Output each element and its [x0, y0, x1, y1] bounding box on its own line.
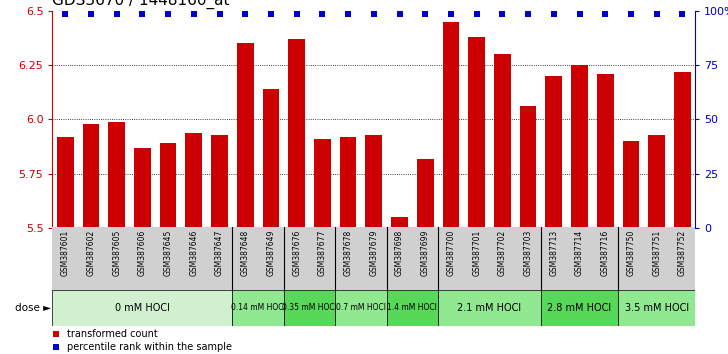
Text: GSM387679: GSM387679 [369, 230, 379, 276]
Bar [622, 141, 639, 228]
Text: 2.8 mM HOCl: 2.8 mM HOCl [547, 303, 612, 313]
Text: GSM387714: GSM387714 [575, 230, 584, 276]
Bar [387, 290, 438, 326]
Bar [340, 137, 357, 228]
Text: GSM387601: GSM387601 [60, 230, 70, 276]
Text: 3.5 mM HOCl: 3.5 mM HOCl [625, 303, 689, 313]
Text: GSM387699: GSM387699 [421, 230, 430, 276]
Text: GSM387678: GSM387678 [344, 230, 352, 276]
Text: GSM387701: GSM387701 [472, 230, 481, 276]
Bar [541, 290, 618, 326]
Bar [468, 37, 485, 228]
Bar [186, 132, 202, 228]
Bar [674, 72, 691, 228]
Bar [336, 290, 387, 326]
Bar [232, 290, 284, 326]
Text: 0 mM HOCl: 0 mM HOCl [115, 303, 170, 313]
Bar [284, 290, 336, 326]
Bar [520, 107, 537, 228]
Text: GSM387713: GSM387713 [550, 230, 558, 276]
Bar [494, 54, 511, 228]
Text: GDS3670 / 1448160_at: GDS3670 / 1448160_at [52, 0, 230, 9]
Bar [314, 139, 331, 228]
Text: 2.1 mM HOCl: 2.1 mM HOCl [457, 303, 521, 313]
Text: GSM387605: GSM387605 [112, 230, 121, 276]
Bar [597, 74, 614, 228]
Bar [438, 290, 541, 326]
Text: GSM387752: GSM387752 [678, 230, 687, 276]
Bar [57, 137, 74, 228]
Bar [237, 43, 253, 228]
Text: GSM387646: GSM387646 [189, 230, 198, 276]
Bar [618, 290, 695, 326]
Bar [52, 290, 232, 326]
Text: GSM387703: GSM387703 [523, 230, 533, 276]
Bar [83, 124, 99, 228]
Text: GSM387698: GSM387698 [395, 230, 404, 276]
Text: GSM387649: GSM387649 [266, 230, 275, 276]
Text: GSM387647: GSM387647 [215, 230, 224, 276]
Bar [108, 122, 125, 228]
Bar [417, 159, 434, 228]
Text: GSM387602: GSM387602 [87, 230, 95, 276]
Bar [365, 135, 382, 228]
Text: 0.7 mM HOCl: 0.7 mM HOCl [336, 303, 386, 313]
Bar [649, 135, 665, 228]
Bar [159, 143, 176, 228]
Text: GSM387750: GSM387750 [627, 230, 636, 276]
Bar [211, 135, 228, 228]
Text: dose ►: dose ► [15, 303, 51, 313]
Text: GSM387700: GSM387700 [446, 230, 456, 276]
Text: GSM387606: GSM387606 [138, 230, 147, 276]
Text: 1.4 mM HOCl: 1.4 mM HOCl [387, 303, 438, 313]
Bar [391, 217, 408, 228]
Text: GSM387702: GSM387702 [498, 230, 507, 276]
Bar [571, 65, 588, 228]
Text: 0.35 mM HOCl: 0.35 mM HOCl [282, 303, 337, 313]
Text: GSM387676: GSM387676 [292, 230, 301, 276]
Bar [443, 22, 459, 228]
Bar [263, 89, 280, 228]
Text: GSM387645: GSM387645 [164, 230, 173, 276]
Text: percentile rank within the sample: percentile rank within the sample [66, 342, 232, 352]
Text: transformed count: transformed count [66, 329, 157, 339]
Bar [545, 76, 562, 228]
Text: 0.14 mM HOCl: 0.14 mM HOCl [231, 303, 285, 313]
Text: GSM387751: GSM387751 [652, 230, 661, 276]
Text: GSM387648: GSM387648 [241, 230, 250, 276]
Bar [134, 148, 151, 228]
Text: GSM387677: GSM387677 [318, 230, 327, 276]
Text: GSM387716: GSM387716 [601, 230, 610, 276]
Bar [288, 39, 305, 228]
